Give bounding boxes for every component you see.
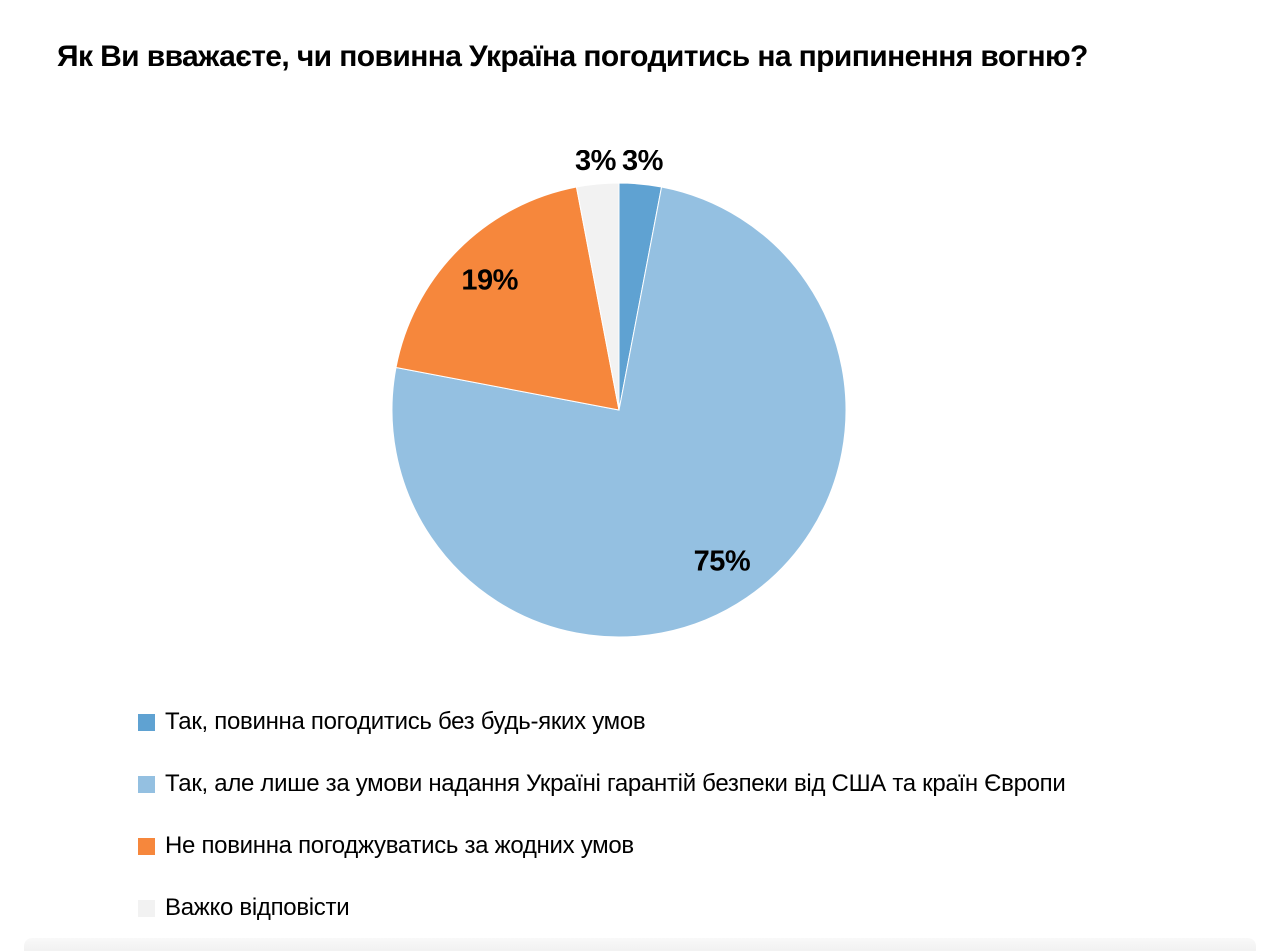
pie-chart: 3% 75% 19% 3% — [391, 150, 847, 638]
legend-item-agree-unconditionally: Так, повинна погодитись без будь-яких ум… — [138, 707, 1065, 737]
chart-title: Як Ви вважаєте, чи повинна Україна погод… — [57, 40, 1088, 73]
legend-swatch-icon — [138, 713, 155, 731]
pie-slice-2 — [395, 186, 620, 411]
legend-item-should-not-agree: Не повинна погоджуватись за жодних умов — [138, 831, 1065, 861]
legend-item-agree-with-guarantees: Так, але лише за умови надання Україні г… — [138, 769, 1066, 799]
pie-slice-3 — [575, 182, 620, 411]
legend-item-hard-to-answer: Важко відповісти — [138, 893, 1065, 923]
bottom-panel-edge — [24, 938, 1256, 951]
legend-swatch-icon — [138, 775, 155, 793]
legend-item-label: Важко відповісти — [165, 894, 350, 921]
legend-item-label: Не повинна погоджуватись за жодних умов — [165, 832, 634, 859]
slice-value-label-3: 3% — [575, 150, 617, 177]
legend-swatch-icon — [138, 837, 155, 855]
legend-item-label: Так, але лише за умови надання Україні г… — [165, 770, 1066, 797]
pie-chart-area: 3% 75% 19% 3% — [362, 150, 882, 670]
legend-item-label: Так, повинна погодитись без будь-яких ум… — [165, 708, 646, 735]
legend: Так, повинна погодитись без будь-яких ум… — [138, 707, 1066, 923]
slice-value-label-2: 19% — [461, 265, 518, 297]
slice-value-label-1: 75% — [694, 545, 751, 577]
slice-value-label-0: 3% — [622, 150, 664, 177]
pie-slice-1 — [391, 186, 847, 638]
legend-swatch-icon — [138, 899, 155, 917]
